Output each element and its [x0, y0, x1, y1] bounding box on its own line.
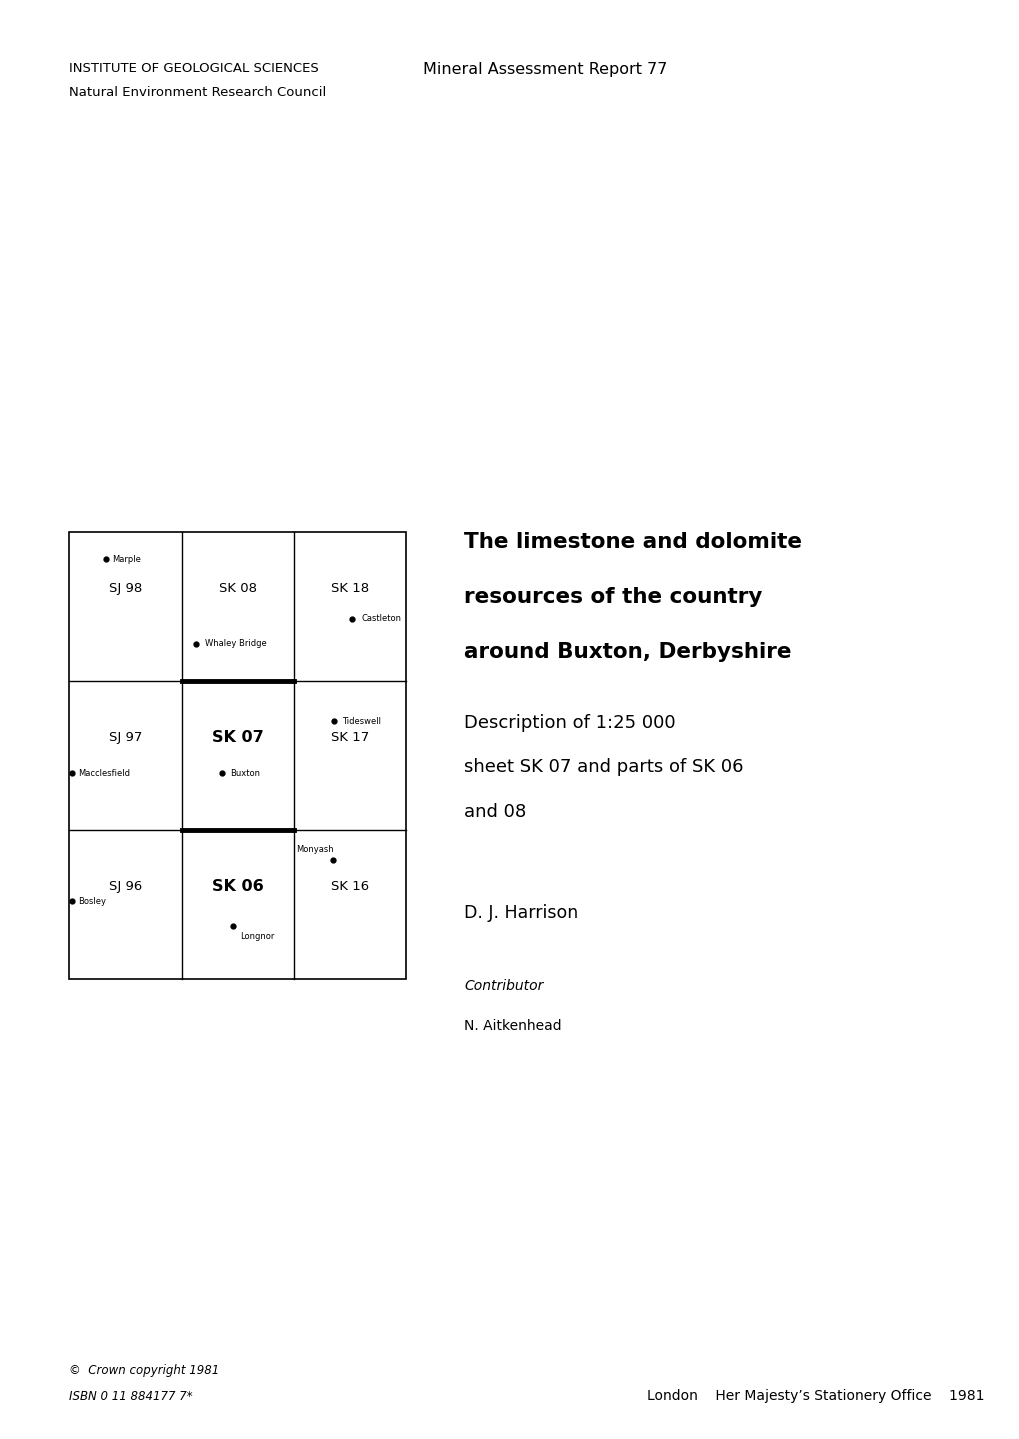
- Text: D. J. Harrison: D. J. Harrison: [464, 904, 578, 922]
- Text: resources of the country: resources of the country: [464, 587, 762, 607]
- Text: ©  Crown copyright 1981: © Crown copyright 1981: [69, 1364, 219, 1377]
- Text: Longnor: Longnor: [239, 932, 274, 941]
- Text: Whaley Bridge: Whaley Bridge: [205, 639, 267, 649]
- Text: Monyash: Monyash: [296, 845, 333, 853]
- Text: London    Her Majesty’s Stationery Office    1981: London Her Majesty’s Stationery Office 1…: [646, 1389, 983, 1403]
- Text: INSTITUTE OF GEOLOGICAL SCIENCES: INSTITUTE OF GEOLOGICAL SCIENCES: [69, 62, 319, 75]
- Text: SK 16: SK 16: [330, 879, 369, 892]
- Text: SK 18: SK 18: [330, 583, 369, 596]
- Text: Buxton: Buxton: [229, 768, 260, 778]
- Text: SK 06: SK 06: [212, 879, 263, 894]
- Text: and 08: and 08: [464, 803, 526, 822]
- Text: Marple: Marple: [112, 554, 141, 564]
- Text: Bosley: Bosley: [78, 896, 106, 905]
- Text: Natural Environment Research Council: Natural Environment Research Council: [69, 86, 326, 99]
- Bar: [69, 532, 406, 979]
- Text: Macclesfield: Macclesfield: [78, 768, 130, 778]
- Text: ISBN 0 11 884177 7*: ISBN 0 11 884177 7*: [69, 1390, 193, 1403]
- Text: SK 07: SK 07: [212, 730, 263, 745]
- Text: SJ 98: SJ 98: [109, 583, 142, 596]
- Text: sheet SK 07 and parts of SK 06: sheet SK 07 and parts of SK 06: [464, 758, 743, 777]
- Text: SJ 96: SJ 96: [109, 879, 142, 892]
- Text: Mineral Assessment Report 77: Mineral Assessment Report 77: [423, 62, 667, 76]
- Text: SK 17: SK 17: [330, 731, 369, 744]
- Text: SJ 97: SJ 97: [109, 731, 142, 744]
- Text: around Buxton, Derbyshire: around Buxton, Derbyshire: [464, 642, 791, 662]
- Text: Description of 1:25 000: Description of 1:25 000: [464, 714, 675, 732]
- Text: Castleton: Castleton: [361, 614, 400, 623]
- Text: Tideswell: Tideswell: [341, 717, 381, 725]
- Text: Contributor: Contributor: [464, 979, 543, 993]
- Text: The limestone and dolomite: The limestone and dolomite: [464, 532, 801, 553]
- Text: SK 08: SK 08: [218, 583, 257, 596]
- Text: N. Aitkenhead: N. Aitkenhead: [464, 1019, 561, 1033]
